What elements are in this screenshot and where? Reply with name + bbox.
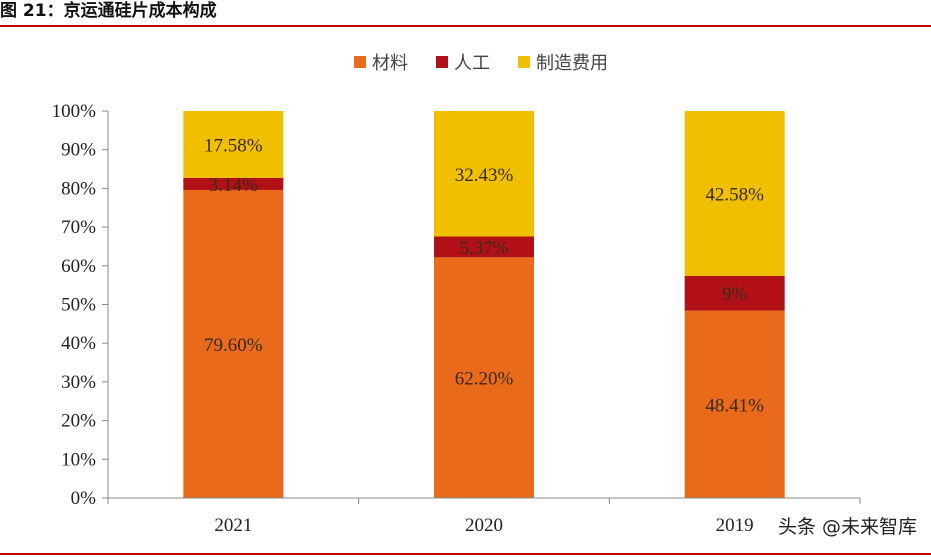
- bar-segment: [183, 111, 284, 178]
- data-label: 62.20%: [455, 369, 514, 390]
- y-tick-label: 20%: [61, 411, 96, 432]
- legend-label: 材料: [372, 53, 408, 74]
- y-tick-label: 60%: [61, 256, 96, 277]
- x-category-label: 2020: [465, 515, 503, 536]
- bottom-rule: [0, 553, 931, 555]
- data-label: 48.41%: [705, 395, 764, 416]
- top-rule: [0, 25, 931, 27]
- legend-swatch: [436, 56, 448, 68]
- y-tick-label: 10%: [61, 449, 96, 470]
- y-tick-label: 70%: [61, 217, 96, 238]
- data-label: 32.43%: [455, 165, 514, 186]
- data-label: 9%: [722, 284, 748, 305]
- watermark: 头条 @未来智库: [777, 512, 917, 539]
- legend-label: 人工: [454, 53, 490, 74]
- legend-swatch: [518, 56, 530, 68]
- x-category-label: 2019: [716, 515, 754, 536]
- data-label: 5.37%: [459, 238, 508, 259]
- bar-segment: [183, 189, 284, 498]
- bar-segment: [434, 257, 534, 498]
- y-tick-label: 40%: [61, 333, 96, 354]
- data-label: 3.14%: [209, 175, 258, 196]
- x-axis: 2021 2020 2019: [107, 497, 861, 536]
- bar-segment: [434, 111, 534, 237]
- bar-segment: [183, 177, 284, 190]
- y-tick-label: 0%: [71, 488, 97, 509]
- data-label: 42.58%: [705, 184, 764, 205]
- y-tick-label: 80%: [61, 178, 96, 199]
- y-tick-label: 50%: [61, 295, 96, 316]
- x-category-label: 2021: [214, 515, 252, 536]
- bar-segment: [684, 111, 785, 276]
- bar-segment: [684, 310, 785, 498]
- y-tick-label: 100%: [52, 101, 97, 122]
- legend-swatch: [354, 56, 366, 68]
- y-axis: 0% 10% 20% 30% 40% 50% 60% 70% 80% 90% 100%: [52, 101, 109, 509]
- data-label: 17.58%: [204, 135, 263, 156]
- y-tick-label: 30%: [61, 372, 96, 393]
- figure-title: 图 21：京运通硅片成本构成: [0, 1, 217, 21]
- legend: 材料 人工 制造费用: [354, 53, 608, 74]
- y-tick-label: 90%: [61, 140, 96, 161]
- legend-label: 制造费用: [536, 53, 608, 74]
- data-label: 79.60%: [204, 335, 263, 356]
- bars: 79.60% 3.14% 17.58% 62.20% 5.37% 32.43% 48.41%…: [183, 111, 785, 498]
- bar-segment: [434, 236, 534, 258]
- bar-segment: [684, 275, 785, 311]
